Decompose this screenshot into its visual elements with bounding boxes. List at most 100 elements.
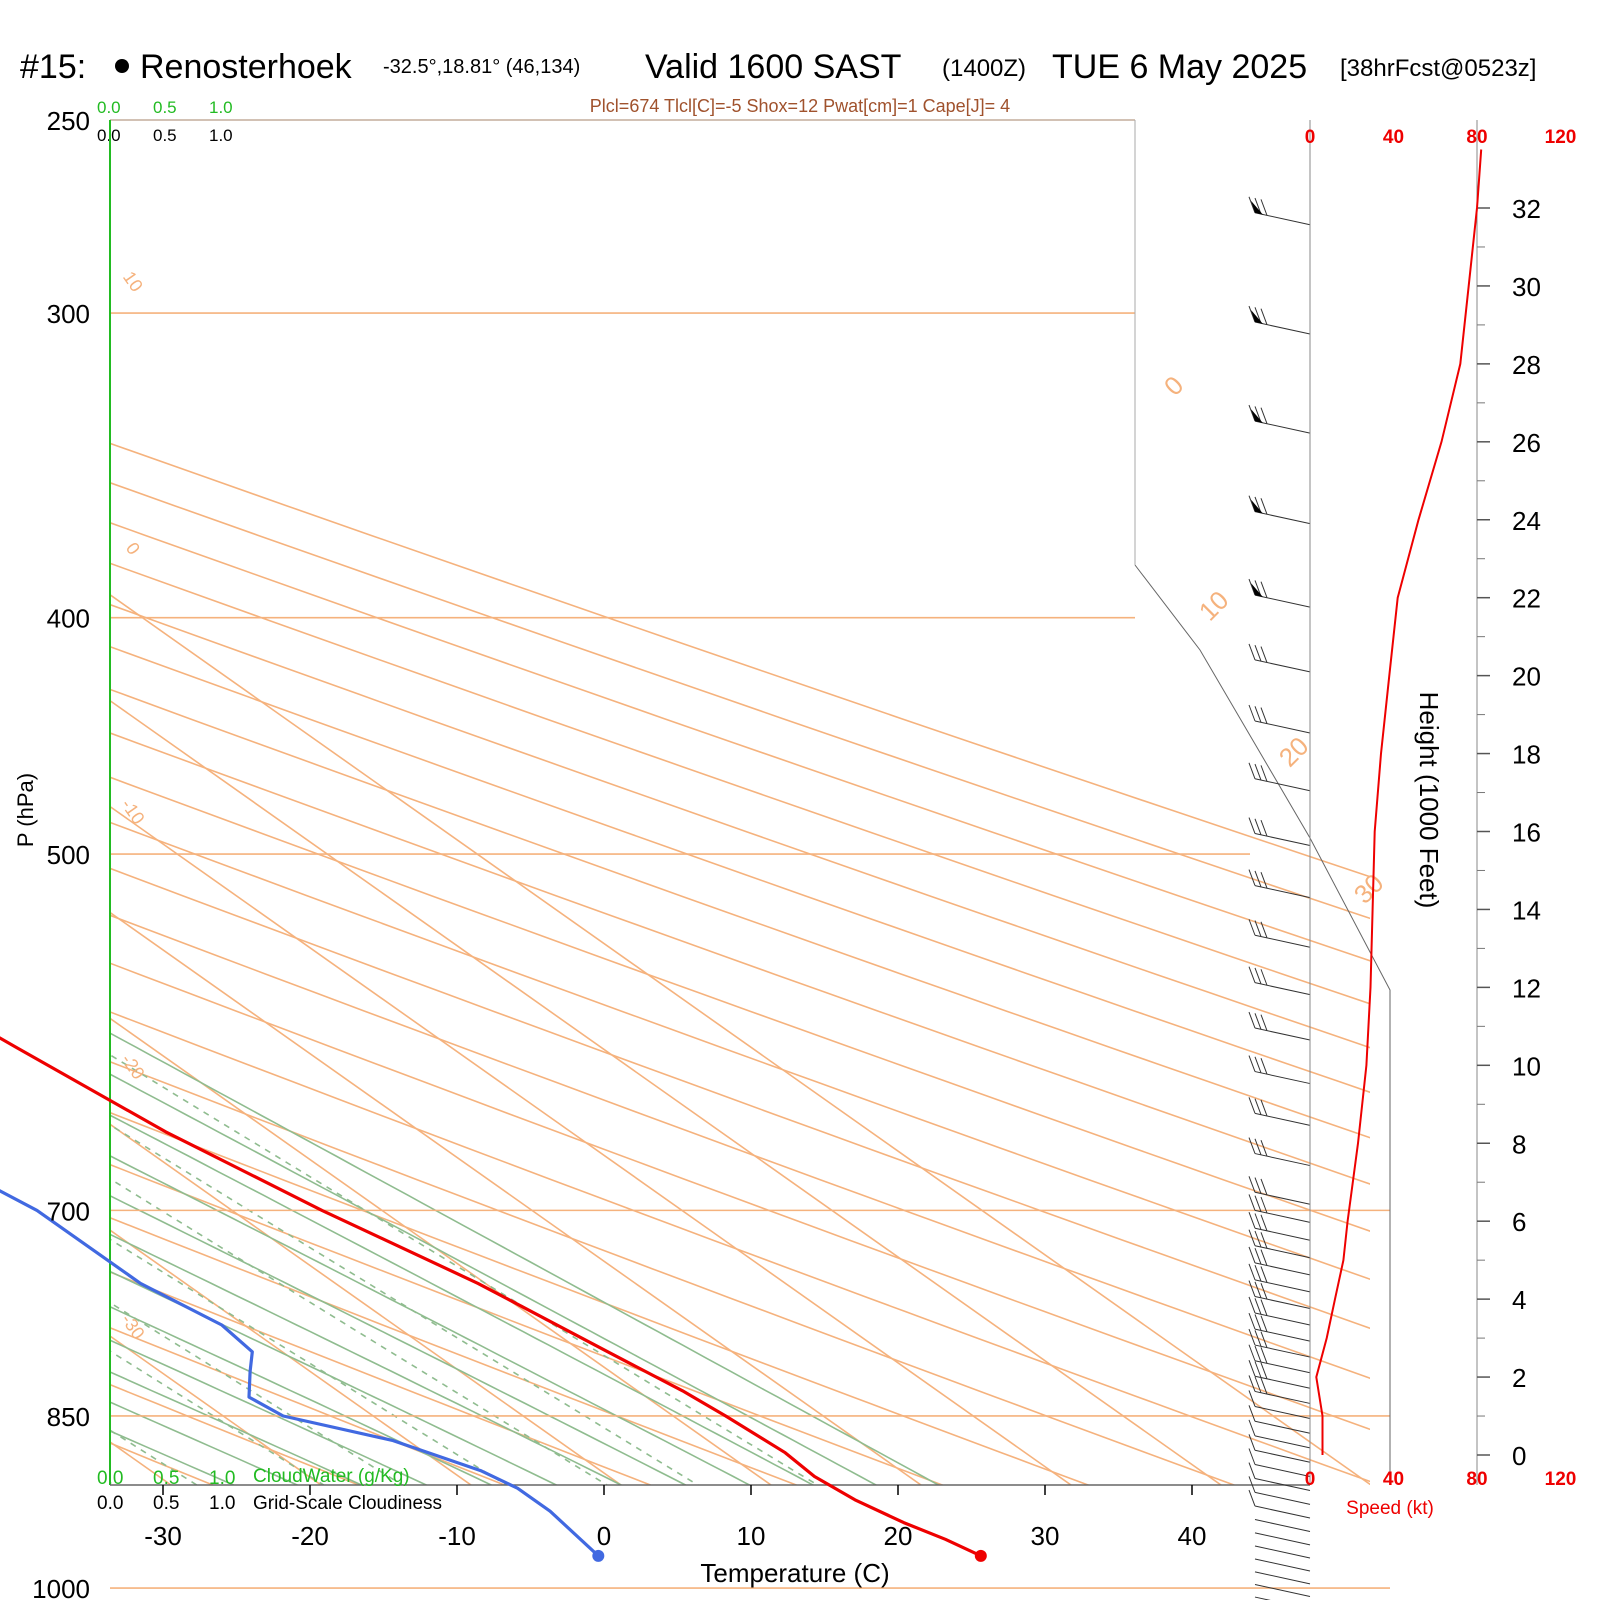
temperature-profile-line (0, 1036, 982, 1558)
dewpoint-surface-marker (592, 1549, 605, 1562)
forecast-date: TUE 6 May 2025 (1052, 48, 1307, 86)
wind-barb (1248, 1194, 1311, 1223)
dry-adiabat-line (110, 1326, 507, 1485)
wind-barb (1248, 1212, 1311, 1241)
barb-feather (1254, 1056, 1262, 1074)
barb-staff (1254, 1296, 1311, 1310)
barb-feather (1260, 1014, 1268, 1031)
height-tick-label: 4 (1512, 1285, 1526, 1315)
barb-feather (1248, 1434, 1256, 1451)
forecast-info: [38hrFcst@0523z] (1340, 55, 1536, 82)
wind-barb (1254, 1571, 1311, 1585)
barb-staff (1254, 1584, 1311, 1598)
wind-barb (1248, 1280, 1311, 1310)
barb-feather (1248, 643, 1256, 661)
mixing-ratio-line (110, 1053, 820, 1485)
height-tick-label: 22 (1512, 584, 1541, 614)
barb-feather (1254, 1230, 1262, 1248)
dry-adiabats (0, 77, 1370, 1600)
sounding-indices: Plcl=674 Tlcl[C]=-5 Shox=12 Pwat[cm]=1 C… (590, 96, 1010, 116)
cloudwater-bottom-0: 0.0 (97, 1468, 123, 1489)
barb-feather (1248, 1405, 1256, 1422)
wind-barb (1248, 1489, 1311, 1519)
height-tick-label: 20 (1512, 662, 1541, 692)
dry-adiabat-line (110, 1216, 799, 1485)
dry-adiabat-line (0, 77, 267, 1600)
isotherm-label: 20 (1273, 731, 1315, 773)
wind-barb (1248, 1476, 1311, 1505)
barb-staff (1254, 420, 1311, 434)
mixing-ratio-line (110, 1177, 609, 1485)
wind-barb (1248, 1462, 1311, 1492)
barb-feather (1254, 870, 1262, 888)
moist-adiabat-line (110, 1371, 364, 1485)
temperature-surface-marker (974, 1549, 987, 1562)
barb-feather (1254, 1345, 1262, 1363)
dry-adiabat-line (110, 821, 1370, 1281)
barb-feather (1254, 1376, 1262, 1393)
barb-feather (1248, 1055, 1256, 1072)
header: #15: Renosterhoek -32.5°,18.81° (46,134)… (20, 48, 1536, 86)
mixing-ratio-line (110, 1123, 700, 1485)
barb-feather (1260, 1214, 1268, 1231)
barb-staff (1254, 1328, 1311, 1342)
station-marker (115, 59, 129, 73)
wind-barb (1248, 1419, 1311, 1449)
barb-feather (1248, 1462, 1256, 1479)
dry-adiabat-label: -20 (117, 1050, 148, 1083)
dry-adiabat-label: -10 (117, 795, 148, 828)
barb-feather (1260, 1099, 1268, 1117)
speed-tick-label: 0 (1305, 127, 1316, 148)
barb-feather (1248, 1246, 1256, 1264)
barb-feather (1254, 1098, 1262, 1115)
barb-feather (1260, 498, 1268, 515)
mixing-ratio-line (110, 1350, 326, 1485)
barb-feather (1248, 1448, 1256, 1465)
barb-feather (1248, 1296, 1256, 1314)
wind-barb (1248, 817, 1311, 847)
valid-time: Valid 1600 SAST (645, 48, 901, 86)
wind-barb (1254, 1558, 1311, 1572)
barb-feather (1260, 1377, 1268, 1395)
wind-barb (1248, 1390, 1311, 1419)
wind-barb (1248, 1434, 1311, 1463)
barb-feather (1260, 707, 1268, 724)
cloudwater-label: CloudWater (g/Kg) (253, 1466, 410, 1487)
wind-barb (1248, 1263, 1311, 1293)
barb-feather (1248, 1312, 1256, 1330)
barb-staff (1254, 1491, 1311, 1505)
barb-feather (1248, 1360, 1256, 1377)
height-tick-label: 18 (1512, 740, 1541, 770)
x-tick-label: 10 (737, 1521, 766, 1551)
height-tick-label: 2 (1512, 1363, 1526, 1393)
barb-feather (1260, 872, 1268, 889)
dry-adiabat-line (110, 603, 1370, 1049)
barb-feather (1248, 919, 1256, 936)
barb-staff (1254, 1071, 1311, 1085)
barb-staff (1254, 1209, 1311, 1223)
barb-feather (1248, 1476, 1256, 1493)
wind-barb (1248, 1405, 1311, 1434)
isotherm-line (110, 1017, 773, 1485)
cloudiness-top-2: 1.0 (209, 126, 233, 145)
barb-feather (1248, 1194, 1256, 1211)
x-tick-label: 30 (1031, 1521, 1060, 1551)
height-tick-label: 6 (1512, 1207, 1526, 1237)
height-axis-label: Height (1000 Feet) (1414, 692, 1444, 909)
barb-staff (1254, 1390, 1311, 1404)
pressure-axis: 250 300 400 500 700 850 1000 (32, 106, 90, 1600)
isotherm-line (110, 593, 1370, 1485)
barb-feather (1260, 1196, 1268, 1214)
pressure-tick-label: 500 (47, 840, 90, 870)
dry-adiabat-label: -30 (117, 1310, 148, 1343)
isotherm-label: 10 (1193, 585, 1235, 627)
dry-adiabat-line (110, 776, 1370, 1232)
barb-feather (1260, 581, 1268, 598)
barb-feather (1260, 1362, 1268, 1379)
barb-staff (1254, 1449, 1311, 1463)
mixing-ratio-line (110, 1301, 404, 1485)
barb-feather (1248, 1263, 1256, 1281)
speed-tick-label: 0 (1305, 1469, 1316, 1490)
